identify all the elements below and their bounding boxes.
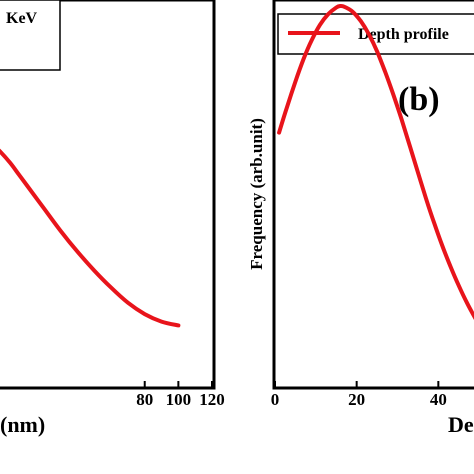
panel-b: Depth profile (b) Frequency (arb.unit) 0… xyxy=(247,0,474,437)
panel-b-x-tick-label: 0 xyxy=(271,390,280,409)
panel-a-frame xyxy=(0,0,216,390)
panel-a-x-tick-label: 100 xyxy=(166,390,192,409)
panel-b-ylabel: Frequency (arb.unit) xyxy=(247,118,266,270)
panel-b-x-tick-label: 40 xyxy=(430,390,447,409)
panel-b-frame xyxy=(272,0,474,390)
panel-a-legend-box xyxy=(0,0,61,71)
panel-a-x-ticks: 80 100 120 xyxy=(136,381,225,409)
panel-a-series-line xyxy=(0,148,181,328)
panel-a-x-tick-label: 80 xyxy=(136,390,153,409)
panel-b-x-tick-label: 20 xyxy=(348,390,365,409)
panel-a: KeV 80 100 120 (nm) xyxy=(0,0,225,437)
panel-a-x-tick-label: 120 xyxy=(199,390,225,409)
panel-b-series-line xyxy=(277,3,474,320)
panel-a-legend-label: KeV xyxy=(6,10,38,27)
panel-b-tag: (b) xyxy=(398,81,440,118)
panel-b-legend-label: Depth profile xyxy=(358,26,449,43)
panel-b-x-ticks: 0 20 40 xyxy=(271,381,447,409)
panel-b-xlabel: De xyxy=(448,412,474,437)
panel-a-xlabel: (nm) xyxy=(0,412,45,437)
